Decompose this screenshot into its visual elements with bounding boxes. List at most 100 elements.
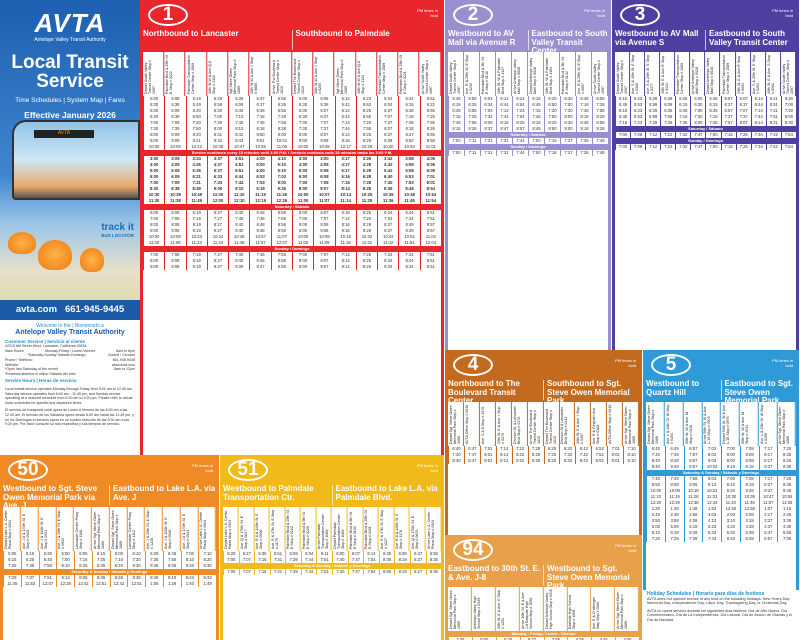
route-1-schedule: 1 PM times in bold Northbound to Lancast…	[140, 0, 445, 455]
departure-time: 4:58	[398, 162, 419, 168]
departure-time: 7:16	[334, 180, 356, 186]
phone-number[interactable]: 661-945-9445	[64, 304, 125, 315]
departure-time: 5:23	[630, 96, 645, 102]
departure-time: 9:30	[198, 563, 216, 569]
departure-time: 9:27	[758, 464, 778, 470]
stop-column-header: Lancaster Center Pkwy Stop # 1112	[127, 507, 145, 551]
departure-time: 8:34	[377, 258, 398, 264]
departure-time: 7:03	[702, 446, 721, 452]
departure-time: 7:48	[249, 120, 270, 126]
departure-time: 4:09	[164, 162, 185, 168]
departure-time: 8:00	[560, 114, 576, 120]
departure-time: 7:27	[206, 252, 228, 258]
departure-time: 7:08	[164, 252, 185, 258]
departure-time: 7:48	[576, 108, 592, 114]
table-row: 7:00 7:08 7:19 7:27 7:40 7:48 7:56 7:00 7:07 7:14…	[143, 216, 441, 222]
departure-time: 8:30	[143, 186, 164, 192]
departure-time: 6:05	[419, 168, 441, 174]
stop-column-header: Arrive Sgt. Steve Owen Memorial Park Sto…	[615, 587, 639, 631]
departure-time: 7:00	[615, 144, 630, 150]
departure-time: 8:38	[164, 186, 185, 192]
departure-time: 5:38	[739, 530, 759, 536]
departure-time: 7:09	[164, 120, 185, 126]
departure-time: 9:43	[228, 138, 249, 144]
departure-time: 9:28	[739, 488, 759, 494]
departure-time: 6:14	[496, 96, 512, 102]
departure-time: 1:53	[702, 506, 721, 512]
departure-time: 8:15	[528, 120, 544, 126]
departure-time: 10:25	[355, 192, 377, 198]
departure-time: 7:00	[448, 138, 464, 144]
departure-time: 7:33	[206, 180, 228, 186]
departure-time: 11:10	[228, 192, 249, 198]
departure-time: 7:22	[660, 132, 675, 138]
departure-time: 12:19	[249, 198, 270, 204]
departure-time: 7:53	[249, 180, 270, 186]
departure-time: 6:19	[664, 530, 684, 536]
trackit-logo[interactable]: track it BUS LOCATOR	[101, 222, 134, 238]
stop-column-header: Depart 50th St. W & Ave. L-15 Stop # 097…	[721, 402, 740, 446]
departure-time: 7:00	[560, 102, 576, 108]
departure-time: 9:28	[355, 228, 377, 234]
departure-time: 7:27	[560, 150, 576, 156]
departure-time: 8:48	[576, 120, 592, 126]
table-row: 7:00 7:08 7:12 7:22 7:32 7:47 7:00 7:15 7:25 7:34…	[615, 132, 796, 138]
departure-time: 6:00	[109, 551, 128, 557]
departure-time: 5:18	[683, 524, 703, 530]
departure-time: 8:20	[185, 132, 207, 138]
direction-title: Westbound to Sgt. Steve Owen Memorial Pa…	[3, 484, 98, 510]
departure-time: 6:37	[735, 102, 751, 108]
departure-time: 9:38	[377, 138, 398, 144]
table-row: 6:40 6:47 7:01 7:14 7:22 7:29 6:25 6:33 6:42 6:52…	[448, 446, 639, 452]
route-50-schedule: 50 PM times in bold Westbound to Sgt. St…	[0, 455, 220, 640]
departure-time: 7:08	[630, 144, 645, 150]
departure-time: 10:00	[143, 234, 164, 240]
departure-time: 7:00	[143, 252, 164, 258]
departure-time: 8:18	[249, 126, 270, 132]
departure-time: 7:08	[630, 132, 645, 138]
departure-time: 5:51	[228, 168, 249, 174]
departure-time: 9:28	[592, 126, 608, 132]
departure-time: 9:37	[377, 228, 398, 234]
departure-time: 5:59	[645, 102, 660, 108]
departure-time: 7:10	[228, 114, 249, 120]
departure-time: 11:54	[419, 198, 441, 204]
stop-column-header: Eastside High School Stop # 1658	[567, 587, 592, 631]
departure-time: 6:15	[91, 551, 110, 557]
departure-time: 7:21	[480, 138, 496, 144]
departure-time: 9:19	[249, 186, 270, 192]
departure-time: 6:39	[394, 551, 410, 557]
departure-time: 8:19	[394, 557, 410, 563]
table-row: 10:00 10:09 10:18 10:23 9:20 9:28 9:37 9:45	[646, 488, 796, 494]
departure-time: 5:20	[223, 551, 239, 557]
departure-time: 7:12	[645, 144, 660, 150]
departure-time: 9:49	[398, 228, 419, 234]
info-cell: Monday-Friday / Lunes-Viernes	[45, 348, 96, 353]
departure-time: 9:25	[355, 264, 377, 270]
departure-time: 8:55	[419, 132, 441, 138]
departure-time: 5:55	[777, 530, 796, 536]
stop-column-header: Arrive South Valley Transit Center Stop …	[592, 52, 608, 96]
table-row: 10:00 10:09 10:22 10:35 10:47 10:55 11:05 10:00…	[143, 144, 441, 150]
departure-time: 3:00	[291, 156, 313, 162]
stop-column-header: Arrive Sgt. Steve Owen Memorial Park Sto…	[91, 507, 110, 551]
departure-time: 10:55	[777, 494, 796, 500]
departure-time: 9:13	[702, 482, 721, 488]
website-link[interactable]: avta.com	[15, 304, 58, 315]
departure-time: 8:00	[291, 258, 313, 264]
departure-time: 4:45	[777, 524, 796, 530]
departure-time: 6:00	[332, 551, 348, 557]
departure-time: 8:25	[74, 563, 92, 569]
departure-time: 5:23	[355, 96, 377, 102]
departure-time: 5:36	[660, 96, 675, 102]
departure-time: 4:13	[702, 518, 721, 524]
table-row: 5:30 5:38 5:49 5:59 6:09 6:17 6:25 5:30 5:36 5:42…	[143, 102, 441, 108]
departure-time: 8:00	[143, 258, 164, 264]
departure-time: 5:42	[334, 102, 356, 108]
departure-time: 6:07	[735, 96, 751, 102]
table-row: 6:00 6:08 6:19 6:27 6:40 6:48 6:56 6:00 6:07 6:18…	[143, 210, 441, 216]
table-row: 8:40 8:49 8:57 9:03 8:00 8:08 8:17 8:25	[646, 458, 796, 464]
departure-time: 12:51	[91, 581, 110, 587]
departure-time: 9:48	[249, 228, 270, 234]
departure-time: 5:17	[334, 168, 356, 174]
